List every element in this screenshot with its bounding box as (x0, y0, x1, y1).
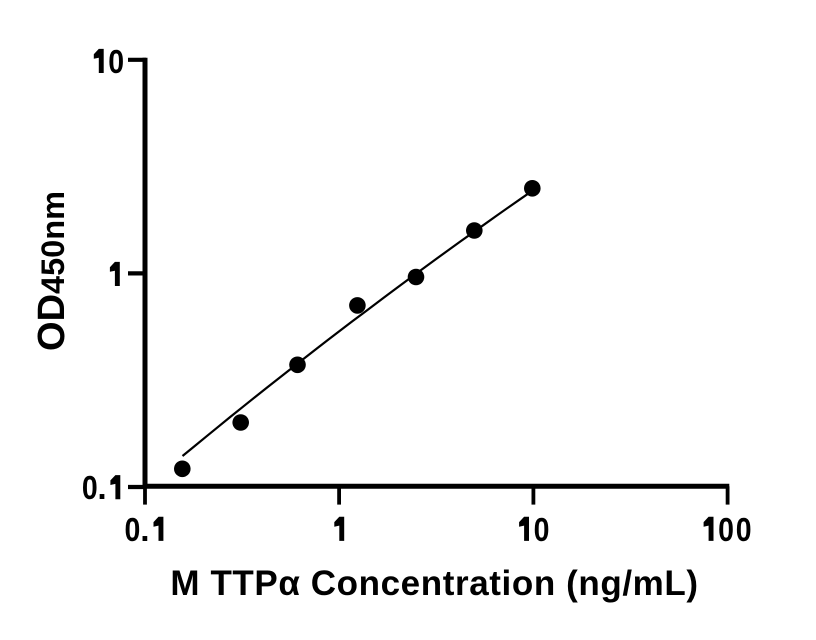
svg-text:0: 0 (534, 511, 550, 549)
svg-text:M TTPα Concentration (ng/mL): M TTPα Concentration (ng/mL) (170, 564, 698, 603)
svg-text:.: . (97, 470, 106, 507)
svg-text:0: 0 (718, 511, 734, 549)
svg-text:0: 0 (124, 511, 140, 549)
svg-text:OD450nm: OD450nm (31, 191, 73, 351)
svg-text:0: 0 (736, 511, 752, 549)
svg-text:.: . (140, 512, 149, 549)
svg-text:0: 0 (108, 43, 124, 81)
svg-text:0: 0 (82, 469, 98, 507)
